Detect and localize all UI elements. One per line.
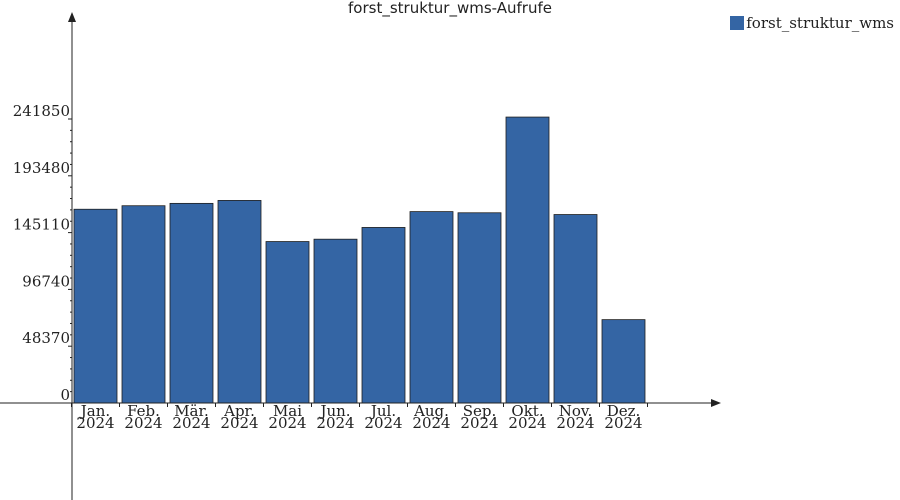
x-tick-label-month: Feb.	[127, 402, 160, 420]
bar-sep	[457, 212, 502, 404]
bar-jun	[313, 238, 358, 404]
y-axis-arrow	[68, 12, 76, 22]
x-tick-label-year: 2024	[316, 414, 354, 432]
x-tick-label-month: Nov.	[559, 402, 593, 420]
y-tick-label: 48370	[22, 329, 70, 347]
y-tick-label: 0	[60, 386, 70, 404]
y-tick-label: 96740	[22, 272, 70, 290]
y-tick-label: 193480	[13, 159, 70, 177]
x-tick-label-year: 2024	[220, 414, 258, 432]
x-tick-label-month: Mai	[273, 402, 302, 420]
bar-jul	[361, 227, 406, 404]
legend: forst_struktur_wms	[730, 14, 894, 32]
x-tick-label-year: 2024	[124, 414, 162, 432]
x-tick-label-year: 2024	[460, 414, 498, 432]
x-tick-label-year: 2024	[172, 414, 210, 432]
bar-aug	[409, 211, 454, 404]
legend-label: forst_struktur_wms	[746, 14, 894, 32]
x-tick-label-year: 2024	[556, 414, 594, 432]
bar-nov	[553, 214, 598, 404]
bar-okt	[505, 116, 550, 404]
x-tick-label-year: 2024	[604, 414, 642, 432]
x-tick-label-month: Apr.	[223, 402, 255, 420]
bars-group	[73, 116, 646, 404]
x-tick-label-month: Aug.	[413, 402, 449, 420]
y-tick-label: 145110	[13, 216, 70, 234]
x-tick-label-year: 2024	[508, 414, 546, 432]
x-axis-arrow	[711, 399, 721, 407]
bar-mär	[169, 202, 214, 404]
x-ticks-group: Jan.2024Feb.2024Mär.2024Apr.2024Mai2024J…	[71, 402, 648, 432]
x-tick-label-year: 2024	[364, 414, 402, 432]
legend-swatch	[730, 16, 745, 30]
x-tick-label-year: 2024	[76, 414, 114, 432]
x-tick-label-month: Okt.	[511, 402, 543, 420]
bar-feb	[121, 205, 166, 404]
x-tick-label-month: Mär.	[174, 402, 209, 420]
chart-title: forst_struktur_wms-Aufrufe	[348, 0, 552, 18]
x-tick-label-month: Jul.	[369, 402, 396, 420]
x-tick-label-month: Jan.	[79, 402, 110, 420]
x-tick-label-year: 2024	[412, 414, 450, 432]
bar-apr	[217, 200, 262, 404]
x-tick-label-year: 2024	[268, 414, 306, 432]
y-tick-label: 241850	[13, 102, 70, 120]
bar-dez	[601, 319, 646, 404]
bar-mai	[265, 241, 310, 404]
y-ticks-group: 0 48370 96740 145110 193480 241850	[13, 102, 72, 404]
x-tick-label-month: Dez.	[607, 402, 641, 420]
x-tick-label-month: Sep.	[463, 402, 497, 420]
bar-jan	[73, 208, 118, 404]
x-tick-label-month: Jun.	[318, 402, 350, 420]
